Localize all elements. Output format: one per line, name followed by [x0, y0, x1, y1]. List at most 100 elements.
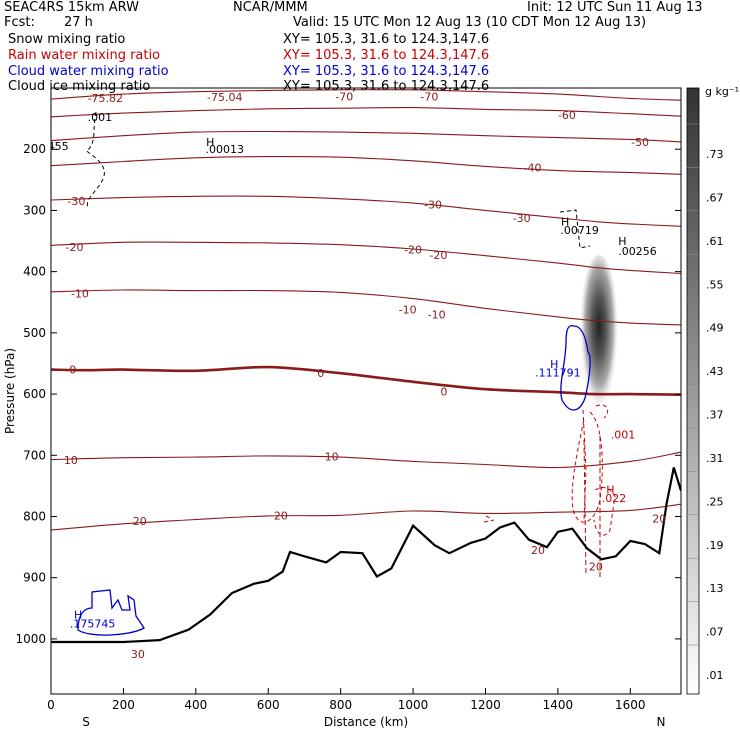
- temperature-contour-m70: [51, 89, 681, 101]
- contour-label: .022: [602, 492, 627, 505]
- contour-label: 0: [317, 367, 324, 380]
- x-tick-label: 600: [257, 698, 280, 712]
- rain-water-contour: [483, 404, 616, 536]
- contour-label: -30: [67, 195, 85, 208]
- colorbar-label: .25: [706, 495, 724, 508]
- colorbar-label: .61: [706, 235, 724, 248]
- colorbar-label: .67: [706, 191, 724, 204]
- cloud-ice-contour: [86, 111, 105, 209]
- cloud-ice-contour-upper: [559, 209, 591, 249]
- x-tick-label: 800: [329, 698, 352, 712]
- contour-label: 20: [274, 509, 288, 522]
- x-axis-title: Distance (km): [324, 715, 408, 729]
- contour-label: 20: [652, 512, 666, 525]
- field-xy-cloud-water: XY= 105.3, 31.6 to 124.3,147.6: [283, 64, 490, 79]
- temperature-contour-10: [51, 451, 681, 469]
- colorbar-label: .49: [706, 322, 724, 335]
- rain-water-column: [583, 436, 601, 580]
- contour-label: 20: [589, 561, 603, 574]
- temperature-contour-20: [51, 503, 681, 531]
- contour-label: -70: [335, 91, 353, 104]
- contour-label: H: [206, 136, 214, 149]
- contour-label: -20: [66, 241, 84, 254]
- contour-label: H: [618, 235, 626, 248]
- y-tick-label: 600: [23, 387, 46, 401]
- contour-label: -40: [524, 162, 542, 175]
- contour-label: .00256: [618, 245, 657, 258]
- x-tick-label: 200: [112, 698, 135, 712]
- contour-label: -10: [71, 288, 89, 301]
- contour-label: -20: [429, 249, 447, 262]
- contour-label: -20: [404, 244, 422, 257]
- colorbar-label: .43: [706, 365, 724, 378]
- field-xy-rain: XY= 105.3, 31.6 to 124.3,147.6: [283, 48, 490, 63]
- field-name-snow: Snow mixing ratio: [8, 32, 126, 47]
- temperature-contour-m60: [51, 107, 681, 118]
- colorbar-label: .31: [706, 452, 724, 465]
- y-tick-label: 300: [23, 203, 46, 217]
- x-end-label-south: S: [82, 715, 90, 729]
- contour-label: -30: [424, 198, 442, 211]
- contour-label: 30: [131, 648, 145, 661]
- colorbar-label: .13: [706, 582, 724, 595]
- snow-mixing-ratio-shading: [579, 255, 619, 425]
- cloud-water-contour-low: [77, 589, 145, 636]
- init-time: Init: 12 UTC Sun 11 Aug 13: [527, 0, 703, 15]
- contour-label: -10: [399, 304, 417, 317]
- contour-label: -10: [428, 308, 446, 321]
- contour-label: -75.04: [207, 91, 242, 104]
- org-label: NCAR/MMM: [233, 0, 308, 15]
- contour-label: -70: [420, 91, 438, 104]
- contour-label: 0: [69, 364, 76, 377]
- contour-label: .00013: [206, 143, 245, 156]
- field-xy-snow: XY= 105.3, 31.6 to 124.3,147.6: [283, 32, 490, 47]
- temperature-contour-m40: [51, 156, 681, 175]
- contour-label: -30: [513, 212, 531, 225]
- contour-label: 20: [531, 544, 545, 557]
- y-axis-title: Pressure (hPa): [3, 348, 17, 434]
- y-tick-label: 800: [23, 509, 46, 523]
- temperature-contour-m20: [51, 241, 681, 275]
- contour-label: .111791: [535, 367, 581, 380]
- contour-label: .001: [611, 428, 636, 441]
- y-tick-label: 900: [23, 571, 46, 585]
- field-name-cloud-water: Cloud water mixing ratio: [8, 64, 169, 79]
- colorbar-label: .37: [706, 409, 724, 422]
- contour-label: 10: [325, 450, 339, 463]
- terrain-line: [51, 467, 681, 644]
- colorbar-label: .55: [706, 278, 724, 291]
- contour-label: .00719: [560, 224, 599, 237]
- field-name-cloud-ice: Cloud ice mixing ratio: [8, 79, 151, 94]
- contour-label: .455: [44, 140, 69, 153]
- contour-label: -60: [558, 109, 576, 122]
- contour-label: H: [606, 484, 614, 497]
- x-tick-label: 0: [47, 698, 55, 712]
- temperature-contour-m30: [51, 195, 681, 227]
- colorbar-label: .19: [706, 539, 724, 552]
- contour-label: H: [561, 215, 569, 228]
- colorbar-unit: g kg⁻¹: [705, 85, 739, 98]
- valid-time: Valid: 15 UTC Mon 12 Aug 13 (10 CDT Mon …: [293, 15, 647, 30]
- y-tick-label: 700: [23, 448, 46, 462]
- temperature-contour-m10: [51, 289, 681, 326]
- fcst-label: Fcst:: [4, 15, 35, 30]
- contour-label: H: [550, 358, 558, 371]
- model-title: SEAC4RS 15km ARW: [4, 0, 140, 15]
- colorbar-label: .01: [706, 669, 724, 682]
- y-tick-label: 1000: [15, 632, 46, 646]
- colorbar-label: .07: [706, 626, 724, 639]
- contour-label: -75.82: [88, 92, 123, 105]
- y-tick-label: 400: [23, 265, 46, 279]
- x-end-label-north: N: [657, 715, 666, 729]
- contour-label: 20: [133, 515, 147, 528]
- x-tick-label: 1600: [615, 698, 646, 712]
- y-tick-label: 500: [23, 326, 46, 340]
- contour-label: 10: [64, 454, 78, 467]
- cloud-water-contour-mid: [560, 324, 591, 411]
- colorbar-label: .73: [706, 148, 724, 161]
- contour-label: H: [74, 608, 82, 621]
- temperature-contour-m50: [51, 130, 681, 143]
- contour-label: 0: [440, 386, 447, 399]
- contour-label: -50: [631, 136, 649, 149]
- y-tick-label: 200: [23, 142, 46, 156]
